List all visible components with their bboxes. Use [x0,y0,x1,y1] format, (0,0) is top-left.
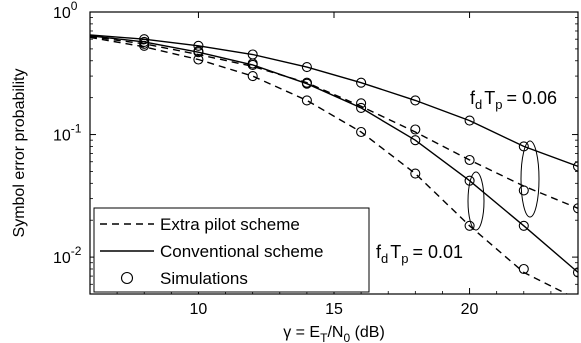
simulation-marker [139,36,150,47]
simulation-marker [356,98,367,109]
simulation-marker [301,95,312,106]
ticks-layer: 10 15 20 100 10-1 10-2 [53,0,579,318]
simulation-marker [193,46,204,57]
simulation-marker [193,54,204,65]
y-axis-label: Symbol error probability [11,69,28,238]
annotation-001: fd Tp = 0.01 [376,242,463,266]
legend-label-extra-pilot: Extra pilot scheme [160,215,300,234]
simulation-marker [356,77,367,88]
simulation-marker [518,263,529,275]
simulation-marker [356,102,367,113]
simulation-marker [410,135,421,146]
y-tick-label: 10-2 [53,244,82,267]
simulation-marker [572,203,578,214]
markers-layer [139,34,578,278]
series-line-1-dashed [90,35,578,209]
series-line-0-solid [90,34,578,168]
x-tick-label: 20 [461,301,479,318]
simulation-marker [572,161,578,172]
simulation-marker [139,34,150,45]
annotation-ellipse-001 [467,171,485,231]
simulation-marker [410,95,421,106]
annotation-ellipse-006 [520,140,540,218]
simulation-marker [193,40,204,51]
simulation-marker [301,62,312,73]
simulation-marker [356,126,367,138]
x-tick-label: 10 [190,301,208,318]
simulation-marker [464,220,475,231]
simulation-marker [247,71,258,82]
simulation-marker [464,115,475,126]
simulation-marker [518,185,529,196]
legend-box [93,207,370,293]
series-line-3-dashed [90,36,569,294]
annotation-006: fd Tp = 0.06 [470,88,557,112]
y-tick-label: 100 [53,0,78,22]
y-tick-label: 10-1 [53,122,82,145]
simulation-marker [410,168,421,179]
x-tick-label: 15 [325,301,343,318]
x-axis-label: γ = ET/N0 (dB) [283,324,385,343]
simulation-marker [572,267,578,278]
legend-label-simulations: Simulations [160,269,248,288]
simulation-marker [518,220,529,231]
series-layer [90,34,578,294]
series-line-2-solid [90,35,578,273]
simulation-marker [247,59,258,70]
simulation-marker [301,78,312,89]
simulation-marker [464,154,475,166]
simulation-marker [139,40,150,51]
legend: Extra pilot scheme Conventional scheme S… [93,207,370,293]
simulation-marker [410,124,421,135]
legend-swatch-circle [120,271,134,285]
legend-label-conventional: Conventional scheme [160,242,323,261]
